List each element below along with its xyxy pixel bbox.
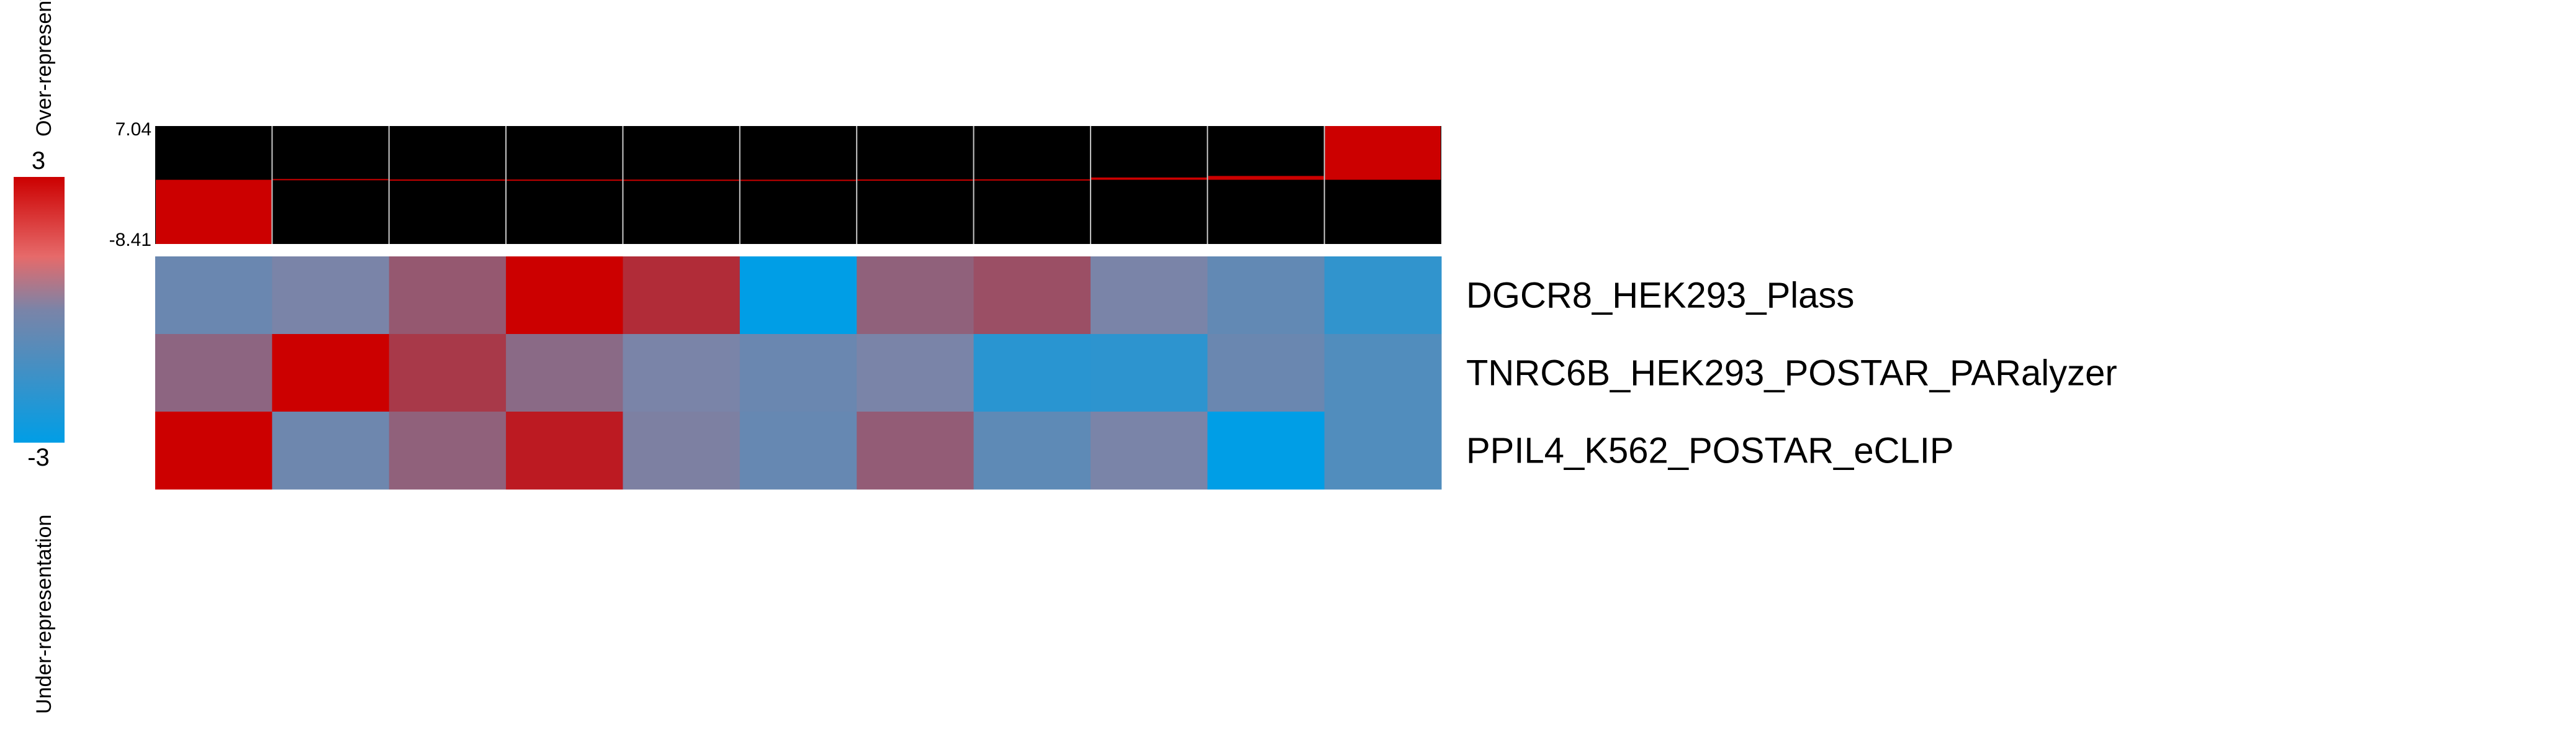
heatmap-cell: [506, 412, 623, 490]
heatmap-cell: [389, 256, 507, 335]
heatmap-cell: [857, 256, 975, 335]
heatmap-cell: [739, 256, 857, 335]
heatmap-cell: [506, 256, 623, 335]
heatmap-cell: [272, 334, 390, 412]
heatmap-cell: [1324, 334, 1442, 412]
heatmap-cell: [389, 334, 507, 412]
bar: [1325, 126, 1441, 180]
heatmap-cell: [857, 334, 975, 412]
bar: [974, 179, 1090, 181]
legend-min-label: -3: [27, 444, 50, 471]
heatmap-cell: [739, 412, 857, 490]
heatmap-cell: [623, 334, 741, 412]
heatmap-cell: [1207, 412, 1325, 490]
heatmap-cell: [1090, 412, 1208, 490]
heatmap-cell: [973, 412, 1091, 490]
bar: [1091, 177, 1207, 180]
heatmap-cell: [272, 412, 390, 490]
bar: [1208, 176, 1324, 180]
heatmap-grid: [155, 256, 1442, 490]
bar: [623, 179, 739, 181]
legend-color-bar: [14, 177, 65, 443]
bar-panel-ymin-label: -8.41: [109, 230, 151, 250]
heatmap-cell: [1207, 334, 1325, 412]
color-legend: Over-representation 3 -3 Under-represent…: [14, 0, 65, 714]
bar: [156, 179, 272, 244]
legend-top-caption: Over-representation: [32, 0, 56, 137]
bar: [857, 179, 973, 181]
heatmap-cell: [623, 256, 741, 335]
heatmap-cell: [857, 412, 975, 490]
heatmap-cell: [155, 334, 272, 412]
heatmap-cell: [1207, 256, 1325, 335]
heatmap-cell: [973, 334, 1091, 412]
heatmap-cell: [623, 412, 741, 490]
heatmap-cell: [1324, 256, 1442, 335]
row-label: TNRC6B_HEK293_POSTAR_PARalyzer: [1466, 353, 2117, 394]
row-labels: DGCR8_HEK293_Plass TNRC6B_HEK293_POSTAR_P…: [1466, 276, 2117, 471]
heatmap-cell: [973, 256, 1091, 335]
bar-panel-background: [155, 126, 1441, 244]
heatmap-cell: [155, 256, 272, 335]
legend-bottom-caption: Under-representation: [32, 515, 56, 714]
heatmap-cell: [389, 412, 507, 490]
heatmap-cell: [739, 334, 857, 412]
heatmap-cell: [1090, 256, 1208, 335]
bar-panel-ymax-label: 7.04: [115, 119, 151, 140]
heatmap-cell: [1324, 412, 1442, 490]
row-label: DGCR8_HEK293_Plass: [1466, 276, 1854, 316]
bar: [740, 179, 857, 181]
bar: [507, 179, 623, 181]
heatmap-cell: [1090, 334, 1208, 412]
legend-max-label: 3: [32, 147, 45, 174]
bar-panel: 7.04 -8.41: [109, 119, 1441, 250]
heatmap-cell: [506, 334, 623, 412]
heatmap-cell: [272, 256, 390, 335]
row-label: PPIL4_K562_POSTAR_eCLIP: [1466, 431, 1954, 471]
bar: [272, 179, 389, 181]
heatmap-cell: [155, 412, 272, 490]
bar: [389, 179, 506, 181]
